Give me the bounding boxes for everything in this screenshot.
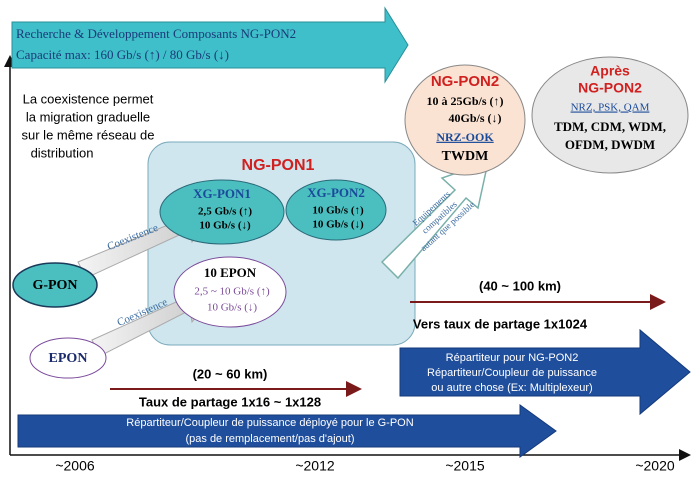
splitter-arrow xyxy=(399,328,691,416)
gpon-node xyxy=(12,262,98,308)
node-title: EPON xyxy=(49,351,88,366)
apres-node xyxy=(531,56,689,174)
arrow-text: ou autre chose (Ex: Multiplexeur) xyxy=(431,382,592,394)
note-text: La coexistence permet xyxy=(23,91,154,106)
epon-node xyxy=(29,337,107,379)
epon10-node xyxy=(173,256,287,328)
node-title: G-PON xyxy=(32,278,77,293)
node-text: 10 à 25Gb/s (↑) xyxy=(426,94,503,108)
note-text: la migration graduelle xyxy=(26,109,150,124)
node-text: 40Gb/s (↓) xyxy=(448,111,501,125)
ngpon2-node xyxy=(404,64,526,176)
node-text: 10 Gb/s (↓) xyxy=(199,220,251,232)
arrow-text: Répartiteur/Coupleur de puissance déploy… xyxy=(126,417,413,429)
node-text: 10 Gb/s (↑) xyxy=(312,205,364,217)
node-title: XG-PON1 xyxy=(193,186,251,201)
arrow-text: Capacité max: 160 Gb/s (↑) / 80 Gb/s (↓) xyxy=(16,47,229,62)
node-title: Après xyxy=(590,63,630,79)
axis-label: ~2012 xyxy=(295,458,335,474)
node-text: 2,5 ~ 10 Gb/s (↑) xyxy=(194,286,270,298)
node-text: OFDM, DWDM xyxy=(565,137,655,152)
note-text: distribution xyxy=(31,145,94,160)
node-text: NRZ, PSK, QAM xyxy=(571,102,650,114)
node-text: 10 Gb/s (↓) xyxy=(207,302,257,314)
node-title: NG-PON2 xyxy=(578,80,642,96)
arrow-text: (pas de remplacement/pas d'ajout) xyxy=(185,433,354,445)
node-text: 2,5 Gb/s (↑) xyxy=(198,206,252,218)
xgpon1-node xyxy=(159,179,285,245)
node-text: TWDM xyxy=(442,149,489,164)
axis-label: ~2020 xyxy=(635,458,675,474)
arrow-text: Répartiteur/Coupleur de puissance xyxy=(427,367,597,379)
axis-label: ~2015 xyxy=(445,458,485,474)
split-text: Taux de partage 1x16 ~ 1x128 xyxy=(139,394,321,409)
axis-label: ~2006 xyxy=(55,458,95,474)
node-title: XG-PON2 xyxy=(307,185,365,200)
range-text: (20 ~ 60 km) xyxy=(193,366,268,381)
ngpon1-title: NG-PON1 xyxy=(242,157,315,174)
note-text: sur le même réseau de xyxy=(22,127,155,142)
arrow-text: Recherche & Développement Composants NG-… xyxy=(16,26,296,41)
node-title: 10 EPON xyxy=(204,265,257,280)
rd-arrow xyxy=(11,6,409,84)
node-title: NG-PON2 xyxy=(431,73,499,90)
split-text: Vers taux de partage 1x1024 xyxy=(413,316,588,331)
node-text: TDM, CDM, WDM, xyxy=(554,119,666,134)
arrow-text: Répartiteur pour NG-PON2 xyxy=(446,352,579,364)
node-text: 10 Gb/s (↓) xyxy=(312,219,364,231)
xgpon2-node xyxy=(285,179,387,241)
equipment-arrow xyxy=(380,160,490,280)
range-text: (40 ~ 100 km) xyxy=(479,278,561,293)
node-text: NRZ-OOK xyxy=(436,130,494,144)
splitter-arrow xyxy=(17,404,557,458)
